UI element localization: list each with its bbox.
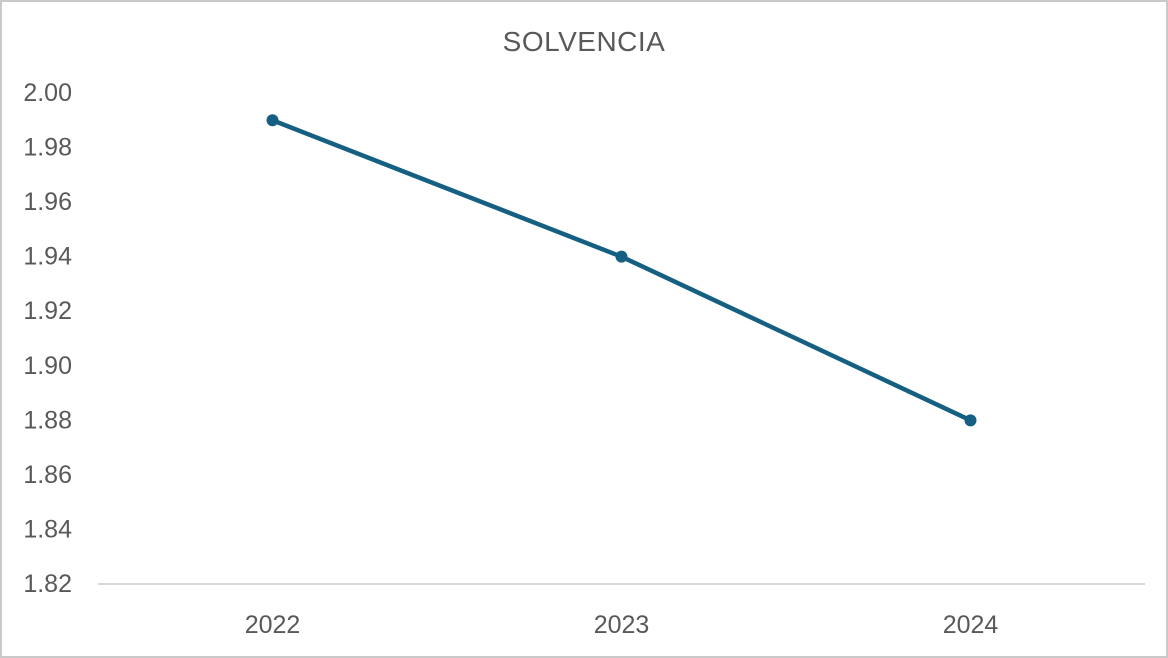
chart-title: SOLVENCIA — [502, 26, 666, 57]
y-axis-tick-label: 1.98 — [23, 134, 72, 162]
y-axis-tick-label: 1.96 — [23, 188, 72, 216]
y-axis-tick-label: 1.90 — [23, 352, 72, 380]
y-axis-tick-label: 1.88 — [23, 406, 72, 434]
data-point-marker — [964, 414, 977, 427]
x-axis-tick-label: 2022 — [245, 611, 301, 639]
data-point-marker — [266, 114, 279, 127]
y-axis-tick-label: 2.00 — [23, 79, 72, 107]
y-axis-tick-label: 1.84 — [23, 515, 72, 543]
y-axis-tick-label: 1.82 — [23, 570, 72, 598]
x-axis-tick-label: 2023 — [594, 611, 650, 639]
y-axis-tick-label: 1.94 — [23, 243, 72, 271]
y-axis-tick-label: 1.92 — [23, 297, 72, 325]
x-axis-tick-label: 2024 — [943, 611, 999, 639]
data-line — [270, 118, 973, 423]
data-point-marker — [615, 250, 628, 263]
y-axis-tick-label: 1.86 — [23, 461, 72, 489]
